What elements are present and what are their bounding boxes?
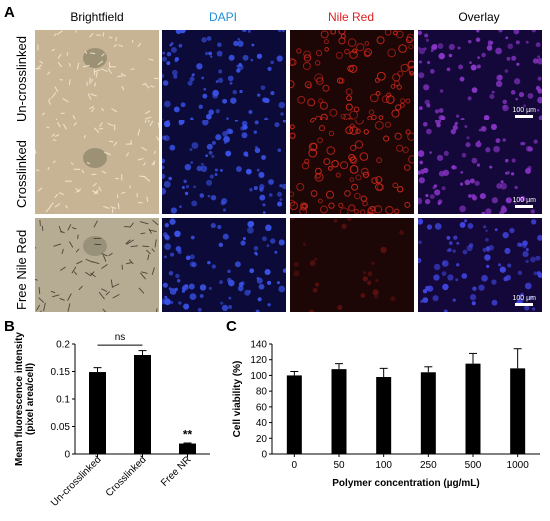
- y-tick-label: 140: [250, 340, 267, 351]
- bar-crosslinked: [134, 355, 151, 454]
- y-tick-label: 60: [256, 402, 268, 413]
- x-tick-label: 500: [465, 460, 482, 471]
- column-header-overlay: Overlay: [458, 10, 500, 24]
- scale-bar: 100 µm: [512, 107, 537, 118]
- row-label-uncrosslinked: Un-crosslinked: [14, 36, 29, 122]
- micrograph-free-nile-red-dapi: [162, 218, 286, 312]
- scale-bar-line: [515, 115, 534, 118]
- micrograph-uncrosslinked-dapi: [162, 30, 286, 124]
- bar-0: [286, 375, 302, 454]
- scale-bar-line: [515, 303, 534, 306]
- scale-bar: 100 µm: [512, 197, 537, 208]
- x-tick-label: 250: [420, 460, 437, 471]
- micrograph-crosslinked-overlay: 100 µm: [418, 120, 542, 214]
- scale-bar: 100 µm: [512, 295, 537, 306]
- bar-free-nr: [179, 443, 196, 454]
- x-tick-label: Free NR: [159, 454, 194, 489]
- bar-50: [331, 369, 347, 454]
- y-tick-label: 80: [256, 387, 268, 398]
- micrograph-crosslinked-nile-red: [290, 120, 414, 214]
- y-tick-label: 40: [256, 418, 268, 429]
- y-tick-label: 120: [250, 355, 267, 366]
- scale-bar-line: [515, 205, 534, 208]
- scale-bar-label: 100 µm: [512, 295, 537, 302]
- y-tick-label: 0.15: [51, 367, 71, 378]
- bar-1000: [510, 368, 526, 454]
- micrograph-crosslinked-dapi: [162, 120, 286, 214]
- bar-un-crosslinked: [89, 372, 106, 454]
- ns-annotation: ns: [115, 332, 126, 343]
- y-tick-label: 100: [250, 371, 267, 382]
- bar-chart-fluorescence: 0 0.05 0.1 0.15 0.2 Mean fluorescence intensi…: [14, 332, 210, 509]
- column-header-brightfield: Brightfield: [70, 10, 124, 24]
- row-label-crosslinked: Crosslinked: [14, 140, 29, 208]
- panel-letter-a: A: [4, 4, 15, 21]
- panel-letter-c: C: [226, 318, 237, 335]
- column-header-dapi: DAPI: [208, 10, 237, 24]
- x-axis-label: Polymer concentration (µg/mL): [332, 478, 479, 489]
- bar-250: [420, 372, 436, 454]
- row-label-free-nile-red: Free Nile Red: [14, 229, 29, 310]
- bar-500: [465, 363, 481, 454]
- y-axis-label: Mean fluorescence intensity(pixel area/c…: [14, 332, 36, 466]
- y-tick-label: 0.2: [56, 340, 70, 351]
- bar-chart-viability: 0 20 40 60 80 100 120 140 Cell viability (%) 0 50 1…: [232, 340, 540, 489]
- x-tick-label: Crosslinked: [104, 454, 149, 499]
- x-tick-label: 50: [333, 460, 345, 471]
- micrograph-uncrosslinked-brightfield: [35, 30, 159, 124]
- column-header-nile-red: Nile Red: [327, 10, 375, 24]
- bar-100: [376, 377, 392, 454]
- x-tick-label: Un-crosslinked: [49, 454, 104, 509]
- significance-annotation: **: [183, 428, 193, 442]
- micrograph-free-nile-red-overlay: 100 µm: [418, 218, 542, 312]
- y-tick-label: 0.1: [56, 395, 70, 406]
- micrograph-free-nile-red-nile-red: [290, 218, 414, 312]
- y-axis-label: Cell viability (%): [232, 361, 243, 438]
- micrograph-uncrosslinked-overlay: 100 µm: [418, 30, 542, 124]
- micrograph-free-nile-red-brightfield: [35, 218, 159, 312]
- micrograph-crosslinked-brightfield: [35, 120, 159, 214]
- y-tick-label: 0: [64, 450, 70, 461]
- x-tick-label: 1000: [507, 460, 530, 471]
- micrograph-uncrosslinked-nile-red: [290, 30, 414, 124]
- x-tick-label: 0: [292, 460, 298, 471]
- scale-bar-label: 100 µm: [512, 197, 537, 204]
- x-tick-label: 100: [375, 460, 392, 471]
- y-tick-label: 0: [261, 450, 267, 461]
- scale-bar-label: 100 µm: [512, 107, 537, 114]
- y-tick-label: 20: [256, 434, 268, 445]
- panel-letter-b: B: [4, 318, 15, 335]
- y-tick-label: 0.05: [51, 422, 71, 433]
